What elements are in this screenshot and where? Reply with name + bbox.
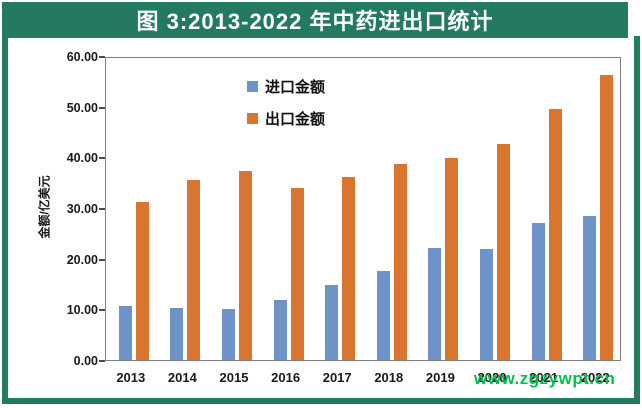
bar-import-2015 xyxy=(222,308,235,360)
bar-import-2019 xyxy=(428,247,442,360)
legend-item-export: 出口金额 xyxy=(247,108,325,128)
figure-title: 图 3:2013-2022 年中药进出口统计 xyxy=(136,9,494,34)
bar-import-2021 xyxy=(531,222,545,360)
y-tick-label: 40.00 xyxy=(66,151,98,166)
x-tick-label-2017: 2017 xyxy=(322,370,352,385)
bar-import-2018 xyxy=(376,271,390,360)
bar-export-2016 xyxy=(290,188,304,360)
y-tick-mark xyxy=(99,360,105,362)
frame-border-left xyxy=(2,2,8,404)
bar-export-2019 xyxy=(445,157,459,360)
frame-border-bottom xyxy=(2,398,640,404)
y-tick-label: 30.00 xyxy=(66,202,98,216)
frame-border-right xyxy=(634,36,640,404)
bar-export-2018 xyxy=(393,163,407,360)
x-tick-label-2014: 2014 xyxy=(167,370,197,385)
bar-export-2014 xyxy=(187,179,201,360)
plot-area xyxy=(105,57,621,361)
bar-export-2013 xyxy=(135,202,149,360)
y-tick-mark xyxy=(99,56,105,58)
bar-import-2020 xyxy=(480,249,493,360)
bar-export-2022 xyxy=(600,74,614,360)
figure-header-bar: 图 3:2013-2022 年中药进出口统计 xyxy=(2,2,628,38)
y-tick-mark xyxy=(99,258,105,261)
bar-export-2015 xyxy=(239,170,252,360)
y-tick-label: 50.00 xyxy=(66,100,98,115)
y-tick-label: 0.00 xyxy=(73,354,98,368)
x-tick-label-2015: 2015 xyxy=(219,370,249,385)
bar-import-2017 xyxy=(325,284,339,360)
x-tick-label-2018: 2018 xyxy=(374,370,404,385)
x-tick-label-2016: 2016 xyxy=(271,370,301,385)
legend-label-export: 出口金额 xyxy=(265,110,326,128)
y-tick-label: 10.00 xyxy=(66,303,98,318)
x-tick-label-2021: 2021 xyxy=(529,370,559,385)
y-tick-mark xyxy=(99,208,105,210)
y-tick-mark xyxy=(99,106,105,109)
watermark-text: www.zgzywpt.cn xyxy=(474,369,616,388)
legend-swatch-import xyxy=(247,80,258,92)
y-tick-mark xyxy=(99,309,105,312)
bar-import-2016 xyxy=(273,300,287,360)
bar-import-2013 xyxy=(118,305,132,360)
legend-label-import: 进口金额 xyxy=(265,78,326,96)
bar-export-2020 xyxy=(497,144,510,360)
x-tick-label-2013: 2013 xyxy=(116,370,146,385)
x-tick-label-2019: 2019 xyxy=(425,370,455,385)
legend-item-import: 进口金额 xyxy=(247,76,325,96)
y-tick-label: 20.00 xyxy=(66,252,98,267)
bar-export-2021 xyxy=(548,109,562,360)
y-tick-label: 60.00 xyxy=(66,50,98,64)
y-tick-mark xyxy=(99,157,105,160)
x-tick-label-2020: 2020 xyxy=(477,370,507,385)
bar-import-2014 xyxy=(170,307,184,360)
bar-export-2017 xyxy=(342,176,356,360)
x-tick-label-2022: 2022 xyxy=(580,370,610,385)
chart-legend: 进口金额 出口金额 xyxy=(247,76,325,140)
bar-import-2022 xyxy=(583,215,597,360)
legend-swatch-export xyxy=(247,112,258,124)
